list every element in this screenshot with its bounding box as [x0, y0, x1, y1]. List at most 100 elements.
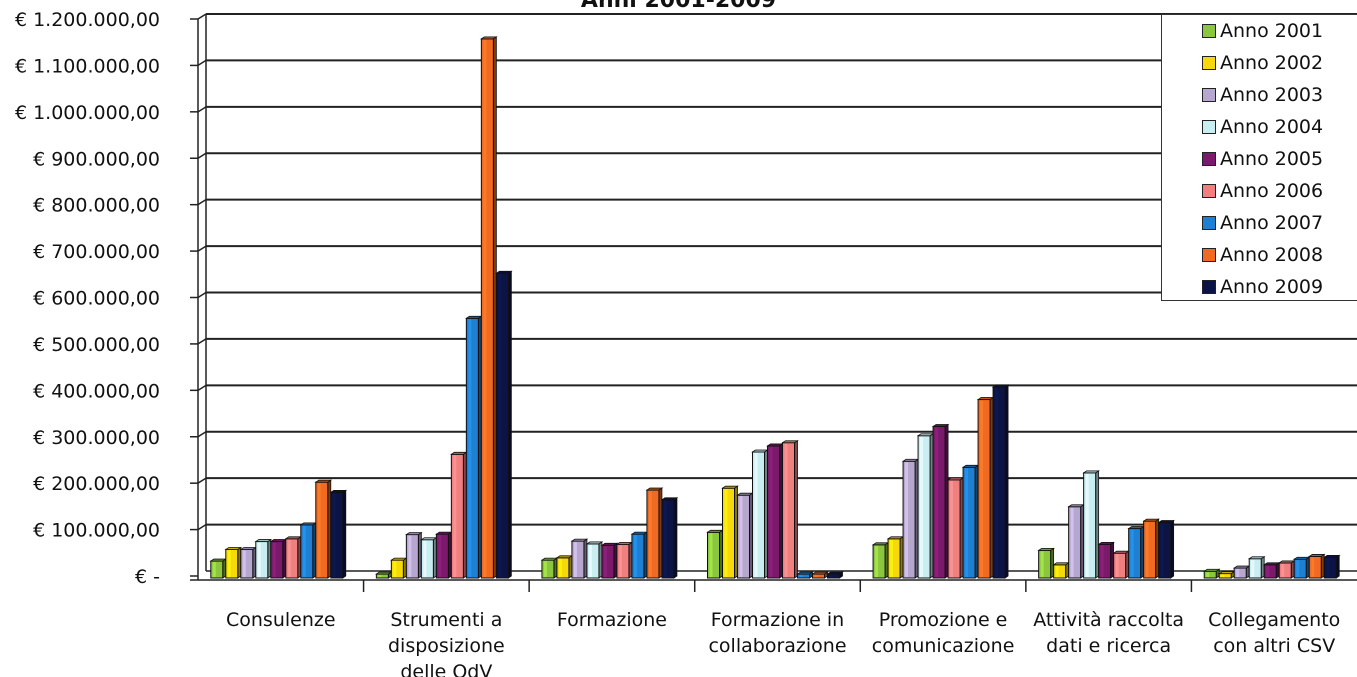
bar-top	[721, 485, 739, 489]
bar-top	[1052, 562, 1070, 566]
x-category-label: Promozione e	[879, 609, 1008, 631]
bar-anno-2001	[375, 573, 389, 579]
legend-label: Anno 2005	[1220, 148, 1324, 170]
bar-top	[931, 424, 950, 427]
bar-highlight	[573, 542, 577, 577]
bar-anno-2001	[707, 531, 720, 579]
bar-highlight	[633, 535, 637, 577]
legend-item: Anno 2004	[1202, 114, 1323, 140]
y-tick-label: € 1.100.000,00	[15, 55, 160, 77]
bar-anno-2001	[872, 544, 886, 579]
bar-top	[314, 479, 333, 483]
bar-top	[450, 451, 468, 455]
gridline-depth	[197, 245, 207, 252]
bar-top	[1127, 526, 1145, 529]
y-tick-label: € 600.000,00	[33, 288, 160, 310]
y-tick-label: € 1.200.000,00	[15, 9, 160, 31]
bar-anno-2009	[1158, 522, 1172, 579]
bar-anno-2009	[1323, 556, 1337, 579]
bar-top	[630, 531, 649, 535]
bar-highlight	[423, 540, 427, 577]
bar-anno-2006	[285, 538, 299, 579]
y-tick-label: € 700.000,00	[33, 241, 160, 263]
bar-anno-2002	[390, 559, 404, 579]
bar-anno-2006	[1278, 562, 1292, 579]
bar-highlight	[1221, 574, 1225, 577]
bar-top	[1262, 562, 1281, 566]
bar-anno-2003	[1233, 567, 1247, 579]
bar-highlight	[935, 427, 939, 577]
legend-swatch	[1202, 88, 1216, 102]
bar-top	[781, 440, 799, 444]
bar-highlight	[1251, 559, 1255, 577]
bar-top	[209, 558, 228, 562]
legend-swatch	[1202, 152, 1216, 166]
bar-highlight	[317, 483, 321, 577]
bar-highlight	[875, 545, 879, 577]
bar-anno-2004	[255, 541, 269, 579]
bar-highlight	[814, 575, 818, 577]
bar-anno-2006	[450, 453, 464, 579]
bar-anno-2003	[1068, 506, 1082, 579]
bar-top	[329, 489, 348, 493]
bar-highlight	[212, 562, 216, 577]
legend-item: Anno 2003	[1202, 82, 1323, 108]
gridline-depth	[197, 59, 207, 67]
legend-swatch	[1202, 184, 1216, 198]
bar-highlight	[784, 443, 788, 577]
bar-highlight	[1160, 523, 1164, 577]
bar-top	[796, 571, 814, 575]
bar-highlight	[242, 550, 246, 577]
bar-anno-2003	[571, 540, 585, 579]
bar-highlight	[227, 550, 231, 577]
bar-top	[1277, 560, 1296, 564]
bar-anno-2004	[917, 435, 931, 579]
bar-highlight	[603, 546, 607, 577]
bar-anno-2006	[616, 543, 630, 579]
bar-top	[946, 477, 965, 481]
bar-top	[480, 36, 498, 40]
legend-label: Anno 2007	[1220, 212, 1324, 234]
bar-highlight	[1070, 507, 1074, 577]
bar-anno-2003	[737, 494, 750, 579]
bar-top	[751, 449, 769, 453]
bar-anno-2001	[210, 560, 224, 579]
bar-anno-2001	[1038, 549, 1052, 579]
bar-anno-2005	[270, 541, 284, 579]
gridline-depth	[197, 384, 207, 391]
bar-highlight	[558, 558, 562, 577]
bar-anno-2004	[1248, 558, 1262, 579]
bar-top	[961, 464, 980, 468]
bar-highlight	[408, 535, 412, 577]
bar-anno-2002	[1053, 564, 1067, 579]
bar-top	[495, 270, 513, 274]
bar-top	[465, 315, 483, 319]
legend-label: Anno 2004	[1220, 116, 1324, 138]
bar-highlight	[754, 452, 758, 577]
bar-highlight	[709, 533, 713, 577]
bar-anno-2005	[435, 533, 449, 579]
bar-top	[1232, 565, 1251, 569]
bar-anno-2006	[947, 479, 961, 579]
x-category-label: comunicazione	[872, 635, 1015, 657]
bar-highlight	[1115, 554, 1119, 577]
bar-top	[1112, 550, 1130, 554]
bar-highlight	[724, 489, 728, 577]
bar-highlight	[920, 436, 924, 577]
bar-highlight	[1311, 557, 1315, 577]
bar-top	[1067, 504, 1085, 508]
bar-top	[916, 433, 935, 437]
bar-anno-2005	[932, 425, 946, 579]
y-tick-label: € 200.000,00	[33, 473, 160, 495]
legend-item: Anno 2005	[1202, 146, 1323, 172]
x-category-label: Strumenti a	[390, 609, 502, 631]
bar-top	[645, 487, 664, 491]
bar-highlight	[965, 468, 969, 577]
gridline-depth	[197, 338, 207, 345]
bar-top	[284, 536, 303, 540]
bar-anno-2008	[480, 38, 494, 579]
bar-anno-2007	[797, 573, 810, 579]
bar-anno-2009	[330, 491, 344, 579]
bar-top	[1322, 554, 1341, 558]
bar-top	[269, 539, 288, 542]
